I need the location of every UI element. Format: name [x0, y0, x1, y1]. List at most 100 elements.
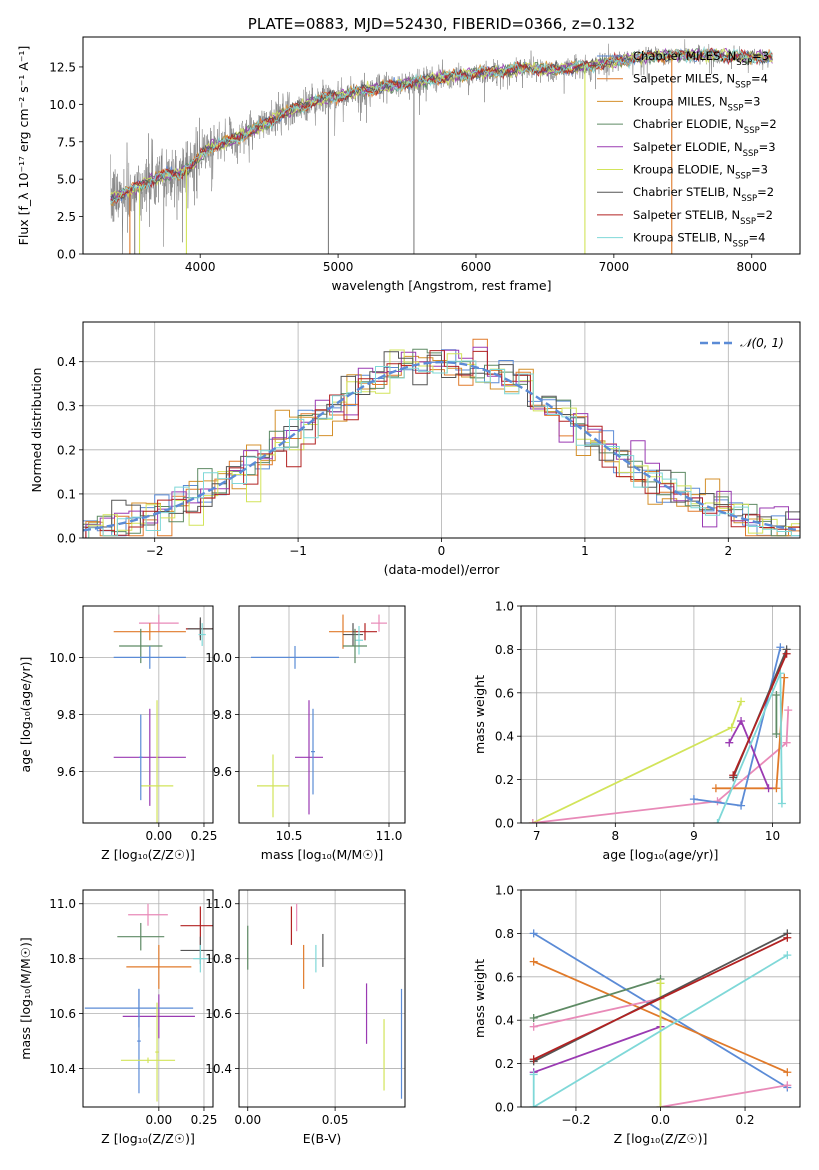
weight-line-kroupa_elodie: [532, 701, 742, 823]
legend-entry: Kroupa STELIB, NSSP=4: [633, 231, 765, 250]
legend-entry: Chabrier STELIB, NSSP=2: [633, 185, 774, 204]
weight-marker: [782, 649, 791, 658]
x-axis-label: (data-model)/error: [384, 562, 501, 577]
axes-frame: [82, 36, 801, 255]
weight-line-salpeter_stelib: [732, 653, 788, 776]
y-tick-label: 0.2: [495, 1057, 514, 1071]
x-tick-label: 0.25: [191, 1113, 218, 1127]
x-tick-label: 7: [533, 829, 541, 843]
x-tick-label: 7000: [599, 260, 630, 274]
x-axis-label: Z [log₁₀(Z/Z☉)]: [101, 1131, 195, 1146]
weight-marker: [689, 795, 698, 804]
weight-marker: [777, 799, 786, 808]
x-tick-label: 0.00: [234, 1113, 261, 1127]
weight-marker: [772, 690, 781, 699]
x-tick-label: 0.0: [651, 1113, 670, 1127]
grid: [239, 890, 405, 1107]
axes-frame: [238, 889, 406, 1108]
y-tick-label: 1.0: [495, 600, 514, 614]
legend-entry: Salpeter ELODIE, NSSP=3: [633, 140, 776, 159]
legend-entry: Salpeter MILES, NSSP=4: [633, 72, 768, 91]
y-tick-label: 0.4: [495, 1014, 514, 1028]
x-tick-label: 0: [438, 544, 446, 558]
weight-marker: [772, 784, 781, 793]
chart-title: PLATE=0883, MJD=52430, FIBERID=0366, z=0…: [248, 15, 635, 33]
y-axis-label: mass weight: [472, 959, 487, 1038]
x-tick-label: −1: [289, 544, 307, 558]
weight-marker: [529, 957, 538, 966]
axes-frame: [520, 605, 801, 824]
y-axis-label: mass weight: [472, 675, 487, 754]
y-tick-label: 0.6: [495, 970, 514, 984]
weight-marker: [784, 706, 793, 715]
y-tick-label: 9.6: [213, 765, 232, 779]
y-tick-label: 9.8: [57, 708, 76, 722]
y-tick-label: 0.4: [57, 355, 76, 369]
weight-marker: [783, 951, 792, 960]
x-tick-label: 0.05: [322, 1113, 349, 1127]
weight-marker: [529, 1022, 538, 1031]
axes-age_vs_Z: 0.00 0.25 9.6 9.8 10.0 Z [log₁₀(Z/Z☉)] age [lo…: [18, 605, 217, 862]
legend-entry: Kroupa ELODIE, NSSP=3: [633, 163, 768, 182]
x-axis-label: age [log₁₀(age/yr)]: [603, 847, 719, 862]
plot-area: [84, 903, 213, 1102]
weight-marker: [782, 738, 791, 747]
y-tick-label: 10.6: [49, 1007, 76, 1021]
plot-area: [528, 643, 793, 823]
y-tick-label: 11.0: [205, 897, 232, 911]
y-tick-label: 0.3: [57, 399, 76, 413]
y-tick-label: 0.0: [495, 817, 514, 831]
histogram-chabrier_elodie: [83, 348, 800, 538]
weight-marker: [529, 929, 538, 938]
legend-entry: Chabrier ELODIE, NSSP=2: [633, 117, 777, 136]
weight-marker: [529, 1103, 538, 1107]
y-tick-label: 0.6: [495, 686, 514, 700]
y-tick-label: 10.0: [205, 651, 232, 665]
x-axis-label: Z [log₁₀(Z/Z☉)]: [614, 1131, 708, 1146]
weight-marker: [528, 819, 537, 823]
plot-area: [110, 39, 773, 254]
model-spectrum-chabrier_stelib: [110, 48, 773, 201]
grid: [83, 606, 213, 823]
y-tick-label: 10.4: [49, 1062, 76, 1076]
y-tick-label: 10.0: [49, 651, 76, 665]
x-tick-label: 1: [581, 544, 589, 558]
x-tick-label: 10.5: [276, 829, 303, 843]
x-tick-label: 0.00: [145, 829, 172, 843]
x-tick-label: 0.2: [735, 1113, 754, 1127]
y-tick-label: 11.0: [49, 897, 76, 911]
x-tick-label: 10: [765, 829, 780, 843]
y-tick-label: 10.8: [205, 952, 232, 966]
y-axis-label: Normed distribution: [29, 368, 44, 493]
weight-marker: [737, 801, 746, 810]
y-tick-label: 9.8: [213, 708, 232, 722]
x-tick-label: 11.0: [376, 829, 403, 843]
axes-age_vs_mass: 10.5 11.0 9.6 9.8 10.0 mass [log₁₀(M/M☉)]: [205, 605, 406, 862]
y-tick-label: 0.2: [57, 443, 76, 457]
y-axis-label: Flux [f_λ 10⁻¹⁷ erg cm⁻² s⁻¹ A⁻¹]: [16, 46, 31, 246]
y-tick-label: 0.0: [57, 532, 76, 546]
x-tick-label: 4000: [185, 260, 216, 274]
plot-area: [251, 614, 387, 818]
y-tick-label: 0.4: [495, 730, 514, 744]
plot-area: [247, 903, 403, 1099]
weight-marker: [656, 979, 665, 988]
weight-marker: [725, 738, 734, 747]
weight-marker: [764, 784, 773, 793]
x-tick-label: −2: [146, 544, 164, 558]
weight-line-pink: [660, 1084, 788, 1107]
y-tick-label: 10.4: [205, 1062, 232, 1076]
weight-marker: [783, 933, 792, 942]
model-spectrum-kroupa_elodie: [110, 47, 773, 198]
x-axis-label: Z [log₁₀(Z/Z☉)]: [101, 847, 195, 862]
axes-spectrum: 4000 5000 6000 7000 8000 0.0 2.5 5.0 7.5 10.0 12.5…: [16, 36, 801, 293]
weight-marker: [783, 1081, 792, 1090]
y-tick-label: 10.0: [49, 98, 76, 112]
model-spectrum-kroupa_stelib: [110, 46, 773, 205]
x-axis-label: E(B-V): [303, 1131, 342, 1146]
legend-entry: Kroupa MILES, NSSP=3: [633, 94, 760, 113]
y-axis-label: age [log₁₀(age/yr)]: [18, 657, 33, 773]
grid: [521, 605, 800, 824]
axes-weight_vs_Z: −0.2 0.0 0.2 0.0 0.2 0.4 0.6 0.8 1.0 Z [log₁₀(Z/Z…: [472, 884, 801, 1146]
